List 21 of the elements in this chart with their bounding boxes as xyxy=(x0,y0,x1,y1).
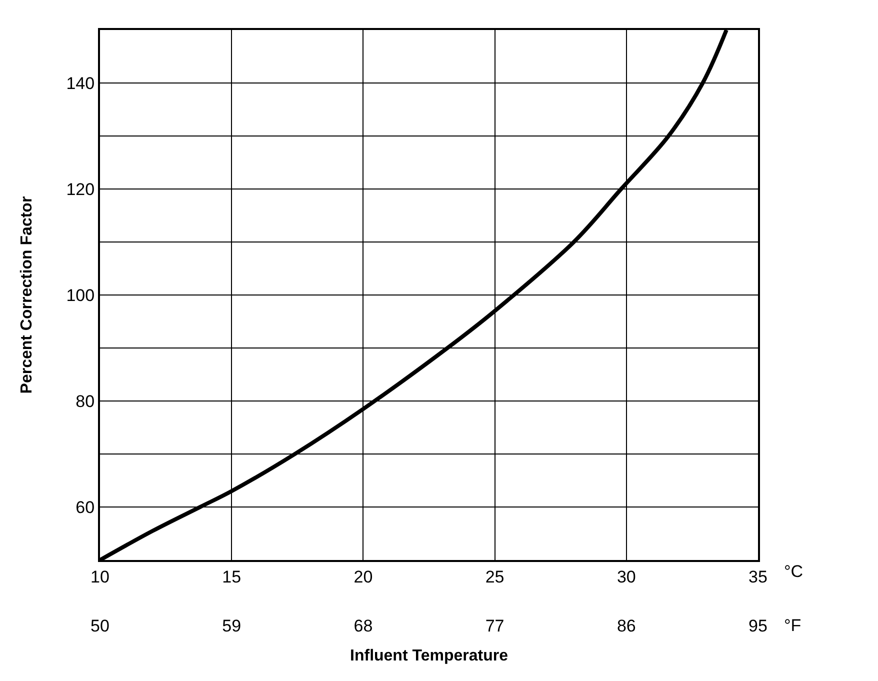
x-tick-label: 10 xyxy=(90,567,110,586)
x-tick-label: 30 xyxy=(616,567,636,586)
y-axis-title: Percent Correction Factor xyxy=(18,196,36,394)
x-tick-label: 15 xyxy=(222,567,242,586)
x2-tick-label: 86 xyxy=(616,616,636,636)
x-tick-label: 25 xyxy=(485,567,504,586)
y-tick-label: 100 xyxy=(66,286,95,305)
text: °C xyxy=(784,562,804,581)
x2-tick-label: 95 xyxy=(748,616,768,636)
text: °F xyxy=(784,616,802,635)
x2-tick-label: 68 xyxy=(354,616,373,636)
y-tick-label: 120 xyxy=(66,180,95,199)
y-tick-label: 140 xyxy=(66,74,95,93)
x-tick-label: 35 xyxy=(748,567,768,586)
x-tick-label: 20 xyxy=(354,567,373,586)
x2-tick-label: 59 xyxy=(222,616,242,636)
x-axis-title: Influent Temperature xyxy=(350,647,508,664)
y-tick-label: 80 xyxy=(76,392,95,411)
y-tick-label: 60 xyxy=(76,498,95,517)
x2-tick-label: 50 xyxy=(90,616,110,636)
x2-tick-label: 77 xyxy=(485,616,504,636)
